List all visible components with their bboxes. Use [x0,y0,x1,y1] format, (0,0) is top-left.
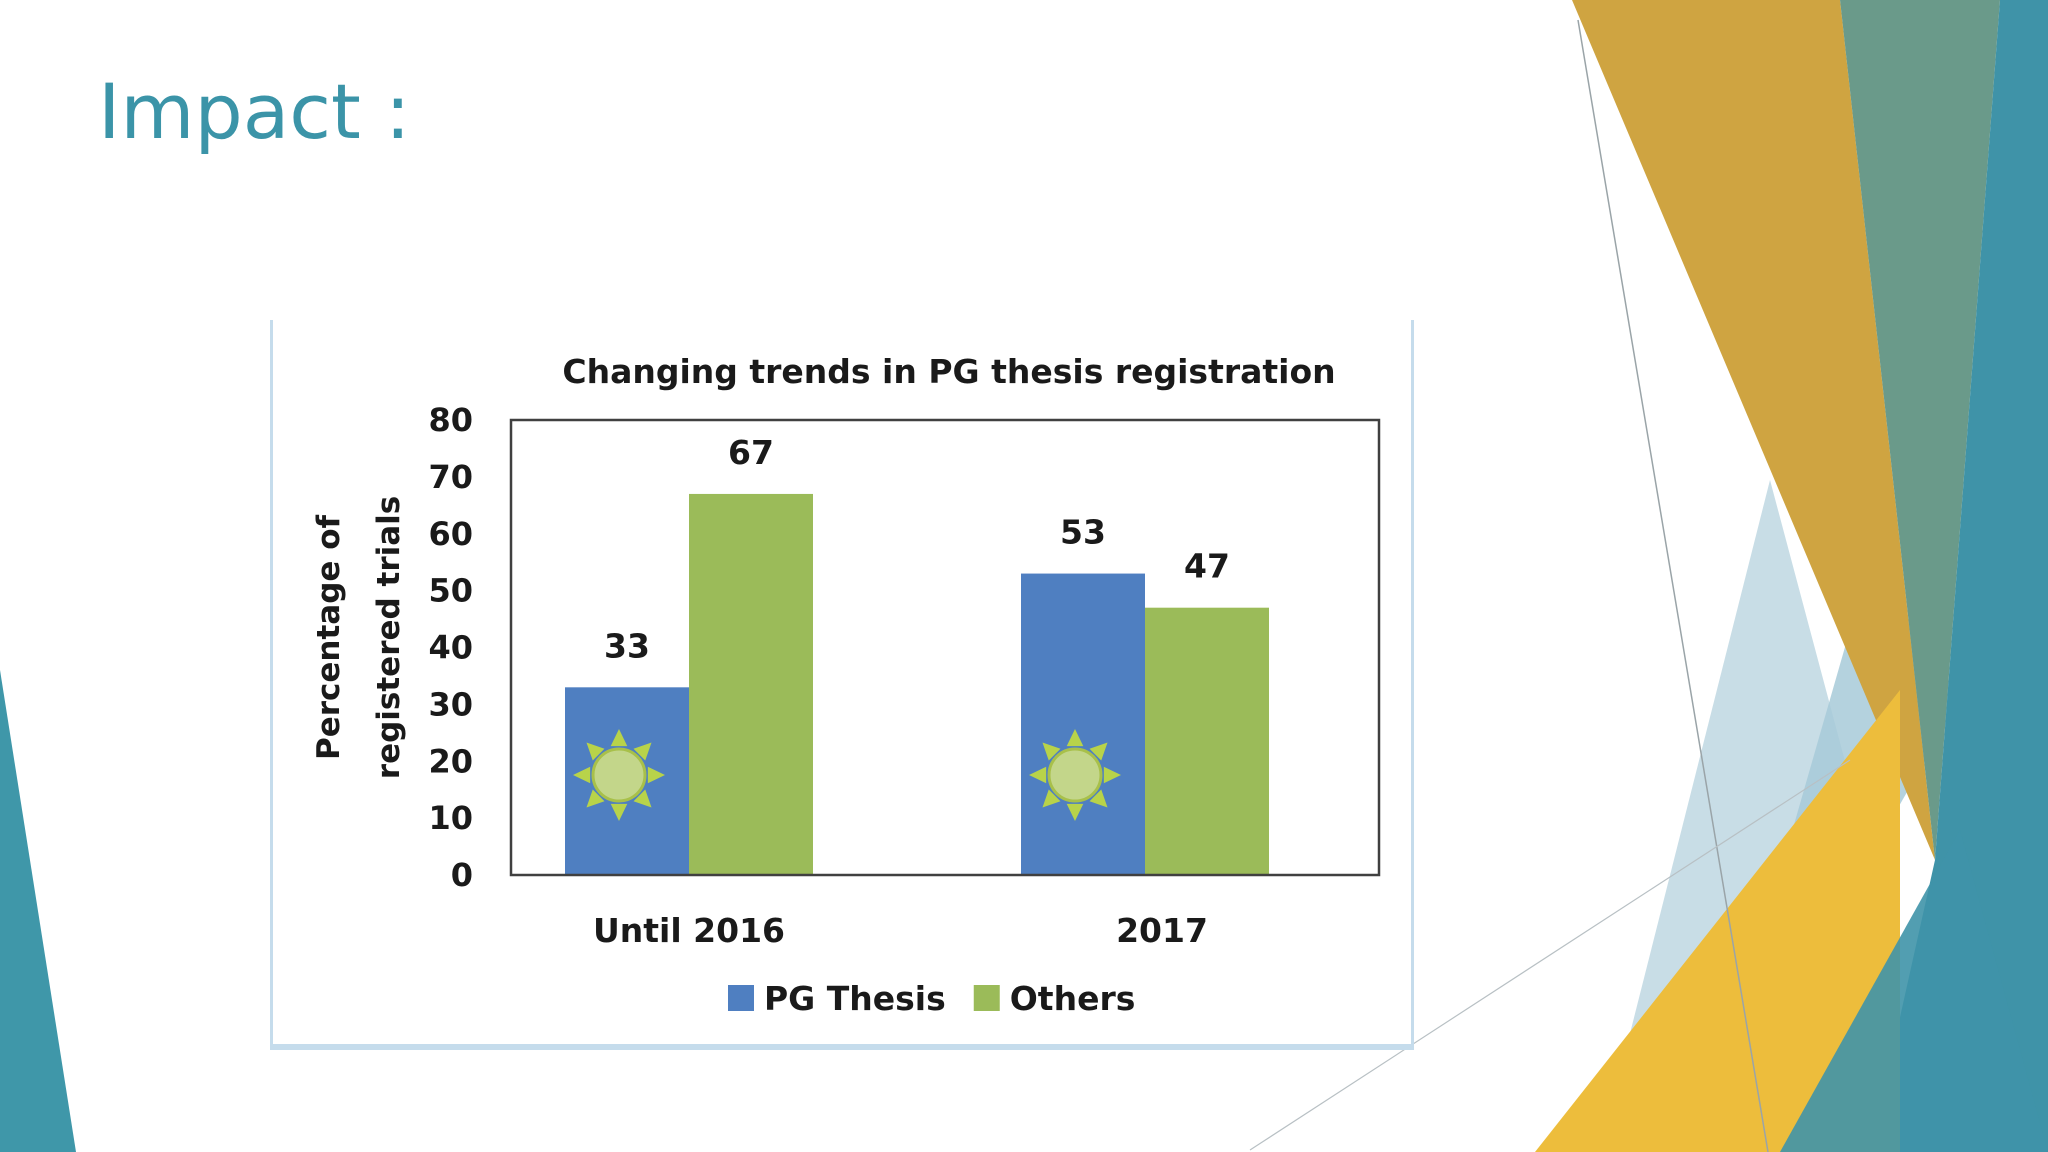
y-tick-label: 50 [428,572,473,610]
data-label: 47 [1184,547,1230,586]
sun-ray [1042,789,1061,808]
bar-others [1145,607,1269,875]
y-tick-label: 40 [428,629,473,667]
chart-frame: Changing trends in PG thesis registratio… [270,320,1414,1050]
sun-ray [586,789,605,808]
y-axis-label-line: registered trials [371,496,407,779]
sun-ray [1089,789,1108,808]
sun-ray [1042,742,1061,761]
deco-line [1577,19,1769,1152]
data-labels: 33 67 53 47 [604,433,1230,665]
right-gray-green-shape [1840,0,2000,860]
legend-label: PG Thesis [764,979,946,1018]
y-tick-label: 0 [451,856,473,894]
right-teal-lower-shape [1780,830,2048,1152]
y-axis-label-line: Percentage of [311,514,347,760]
bars [565,493,1269,875]
y-axis-ticks: 0 10 20 30 40 50 60 70 80 [428,401,473,894]
y-axis-label: Percentage of registered trials [311,496,407,779]
sun-ray [1066,729,1084,747]
y-axis-label-text: Percentage of registered trials [311,496,407,779]
sun-ray [1089,742,1108,761]
chart-title: Changing trends in PG thesis registratio… [562,352,1335,391]
sun-ray [610,803,628,821]
sun-icon [1029,729,1121,821]
legend-swatch [973,985,1000,1011]
y-tick-label: 80 [428,401,473,439]
y-tick-label: 60 [428,515,473,553]
data-label: 33 [604,626,650,665]
bar-others [689,493,813,875]
sun-ray [586,742,605,761]
slide-title: Impact : [98,67,411,156]
x-tick-label: 2017 [1116,911,1208,950]
sun-ray [633,742,652,761]
sun-ray [1066,803,1084,821]
data-label: 53 [1060,513,1106,552]
x-tick-label: Until 2016 [593,911,785,950]
legend: PG Thesis Others [728,979,1135,1018]
y-tick-label: 10 [428,799,473,837]
right-teal-shape [1870,0,2048,1152]
right-gold-shape [1572,0,1935,860]
sun-ray [573,766,591,784]
sun-disc [591,747,647,803]
sun-ray [610,729,628,747]
right-lightblue-shape [1600,480,1850,1152]
y-tick-label: 30 [428,685,473,723]
bar-pg-thesis [1021,573,1145,875]
deco-line-2 [1249,759,1851,1151]
y-tick-label: 20 [428,742,473,780]
legend-swatch [728,985,754,1011]
sun-ray [633,789,652,808]
x-axis-ticks: Until 2016 2017 [593,911,1208,950]
sun-ray [647,766,665,784]
sun-icon [573,729,665,821]
data-label: 67 [728,433,774,472]
y-tick-label: 70 [428,458,473,496]
right-yellow-shape [1535,690,1900,1152]
plot-area-border [509,418,1381,877]
sun-ray [1103,766,1121,784]
legend-label: Others [1010,979,1136,1018]
sun-disc [1047,747,1103,803]
left-teal-shape [0,670,76,1152]
bar-chart: Changing trends in PG thesis registratio… [311,352,1381,1018]
sun-ray [1029,766,1047,784]
